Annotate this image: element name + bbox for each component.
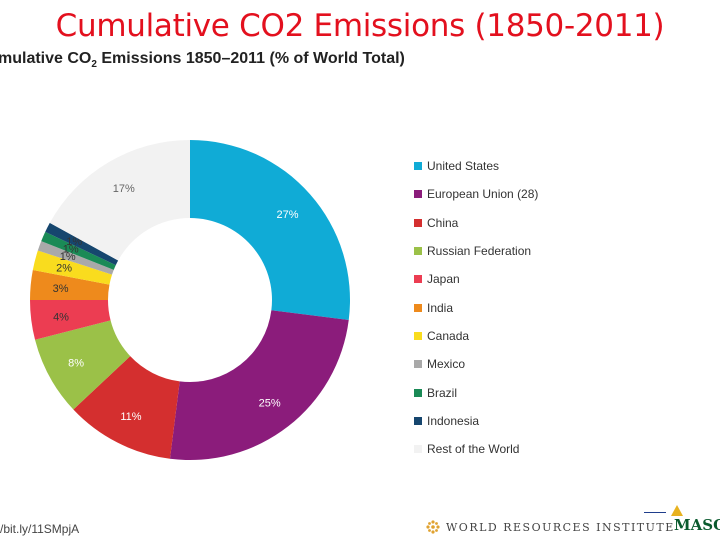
legend-swatch: [414, 190, 422, 199]
legend-label: India: [427, 300, 454, 315]
data-label-european-union-28: 25%: [259, 398, 281, 410]
data-label-brazil: 1%: [63, 243, 79, 255]
data-label-indonesia: 1%: [66, 236, 82, 248]
legend-swatch: [414, 445, 422, 454]
legend-swatch: [414, 218, 422, 227]
legend-swatch: [414, 388, 422, 397]
legend-item-brazil: Brazil: [414, 378, 538, 406]
data-label-japan: 4%: [53, 311, 69, 323]
legend-label: Brazil: [427, 385, 458, 400]
legend-swatch: [414, 303, 422, 312]
legend-swatch: [414, 275, 422, 284]
data-label-mexico: 1%: [60, 251, 76, 263]
slice-rest-of-the-world: [49, 140, 191, 261]
slice-canada: [32, 250, 113, 285]
legend-label: China: [427, 215, 459, 230]
legend-label: United States: [427, 159, 500, 174]
chart-title-subscript: 2: [91, 59, 97, 70]
slice-indonesia: [45, 222, 119, 266]
slice-united-states: [190, 140, 350, 321]
wri-emblem-icon: [426, 520, 440, 534]
legend-label: Indonesia: [427, 413, 480, 428]
gmu-logo: MASON: [644, 500, 720, 540]
slice-russian-federation: [35, 320, 131, 410]
chart-title-suffix: Emissions 1850–2011 (% of World Total): [96, 50, 405, 67]
gmu-emblem-icon: [671, 505, 683, 516]
slice-japan: [30, 300, 111, 340]
logo-divider: [644, 512, 666, 513]
legend-item-india: India: [414, 293, 538, 321]
legend-item-rest-of-the-world: Rest of the World: [414, 435, 538, 463]
data-label-india: 3%: [53, 283, 69, 295]
wri-logo-text: WORLD RESOURCES INSTITUTE: [446, 520, 675, 534]
slice-european-union-28: [169, 310, 349, 460]
legend-swatch: [414, 331, 422, 340]
legend-item-japan: Japan: [414, 265, 538, 293]
data-label-canada: 2%: [56, 263, 72, 275]
slice-china: [73, 356, 180, 459]
legend-item-canada: Canada: [414, 322, 538, 350]
slice-brazil: [41, 231, 116, 270]
data-label-china: 11%: [120, 411, 141, 423]
legend-swatch: [414, 360, 422, 369]
source-link[interactable]: /bit.ly/11SMpjA: [0, 522, 80, 536]
legend-item-mexico: Mexico: [414, 350, 538, 378]
chart-title-prefix: mulative CO: [0, 50, 92, 67]
legend-swatch: [414, 162, 422, 171]
legend-item-china: China: [414, 209, 538, 237]
legend-swatch: [414, 247, 422, 256]
legend-item-indonesia: Indonesia: [414, 407, 538, 435]
chart-legend: United States European Union (28) China Rus…: [414, 152, 538, 463]
legend-label: European Union (28): [427, 187, 539, 202]
legend-label: Canada: [427, 328, 470, 343]
legend-label: Rest of the World: [427, 442, 520, 457]
wri-logo: WORLD RESOURCES INSTITUTE: [426, 520, 675, 534]
slide-title: Cumulative CO2 Emissions (1850-2011): [55, 8, 665, 44]
data-label-rest-of-the-world: 17%: [113, 183, 135, 195]
legend-label: Japan: [427, 272, 460, 287]
legend-swatch: [414, 416, 422, 425]
donut-chart: 27%25%11%8%4%3%2%1%1%1%17%: [30, 140, 350, 460]
slice-mexico: [37, 241, 114, 275]
legend-item-european-union-28: European Union (28): [414, 180, 538, 208]
data-label-russian-federation: 8%: [68, 358, 84, 370]
slice-india: [30, 270, 110, 300]
gmu-logo-text: MASON: [674, 516, 720, 534]
legend-label: Mexico: [427, 357, 466, 372]
data-label-united-states: 27%: [276, 209, 298, 221]
legend-item-united-states: United States: [414, 152, 538, 180]
legend-label: Russian Federation: [427, 244, 532, 259]
legend-item-russian-federation: Russian Federation: [414, 237, 538, 265]
chart-title: mulative CO2 Emissions 1850–2011 (% of W…: [0, 50, 405, 70]
